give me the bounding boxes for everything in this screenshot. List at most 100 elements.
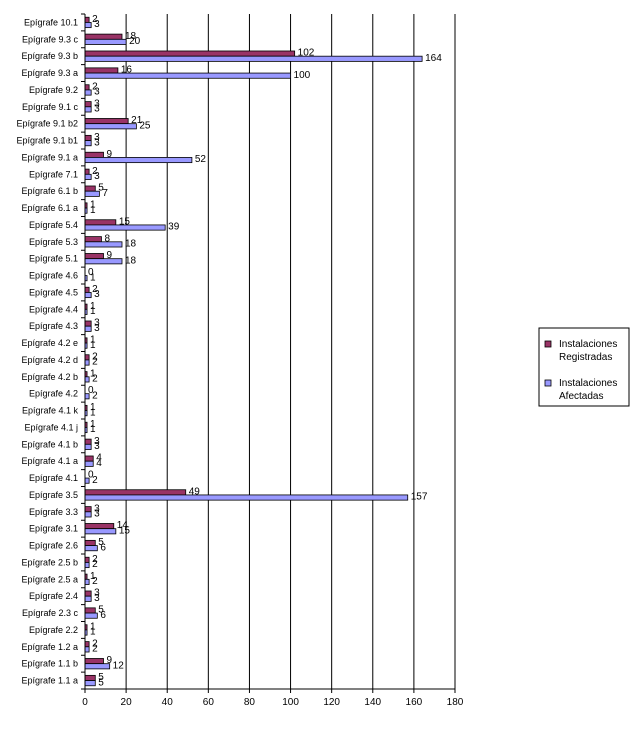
bar: [84, 680, 96, 687]
data-label: 20: [129, 36, 141, 47]
bar: [84, 528, 117, 535]
data-label: 100: [294, 70, 311, 81]
data-label: 3: [94, 441, 100, 452]
category-label: Epígrafe 2.5 a: [21, 574, 78, 584]
category-label: Epígrafe 4.2 e: [21, 338, 78, 348]
category-label: Epígrafe 9.3 a: [21, 68, 78, 78]
data-label: 8: [104, 233, 110, 244]
data-label: 15: [119, 525, 131, 536]
bar: [84, 359, 90, 366]
bar: [84, 50, 296, 57]
bar: [84, 489, 187, 496]
category-label: Epígrafe 4.1 k: [22, 406, 79, 416]
category-label: Epígrafe 9.1 c: [22, 102, 79, 112]
bar: [84, 595, 92, 602]
data-label: 1: [90, 205, 96, 216]
legend-swatch: [544, 379, 552, 387]
data-label: 9: [107, 149, 113, 160]
data-label: 1: [90, 335, 96, 346]
data-label: 21: [131, 115, 143, 126]
data-label: 18: [125, 255, 137, 266]
category-label: Epígrafe 4.1: [29, 473, 78, 483]
data-label: 25: [139, 120, 151, 131]
data-label: 1: [90, 402, 96, 413]
data-label: 2: [92, 475, 98, 486]
legend: Instalaciones Registradas Instalaciones Afe…: [538, 327, 630, 407]
category-label: Epígrafe 5.1: [29, 254, 78, 264]
category-label: Epígrafe 6.1 a: [21, 203, 78, 213]
data-label: 6: [100, 610, 106, 621]
bar: [84, 118, 129, 125]
category-label: Epígrafe 4.6: [29, 271, 78, 281]
bar: [84, 646, 90, 653]
data-label: 1: [90, 407, 96, 418]
bar: [84, 151, 104, 158]
bar: [84, 562, 90, 569]
bar: [84, 325, 92, 332]
bar: [84, 641, 90, 648]
bar: [84, 22, 92, 29]
category-label: Epígrafe 4.4: [29, 304, 78, 314]
legend-label: Registradas: [559, 352, 612, 363]
data-label: 5: [98, 677, 104, 688]
x-tick-label: 80: [244, 697, 256, 708]
data-label: 5: [98, 672, 104, 683]
data-label: 2: [92, 374, 98, 385]
bar: [84, 38, 127, 45]
bar: [84, 658, 104, 665]
bar: [84, 494, 409, 501]
bar: [84, 545, 98, 552]
data-label: 18: [125, 239, 137, 250]
data-label: 49: [189, 486, 201, 497]
data-label: 0: [88, 267, 94, 278]
x-tick-label: 120: [323, 697, 340, 708]
data-label: 3: [94, 503, 100, 514]
data-label: 2: [92, 81, 98, 92]
data-label: 15: [119, 216, 131, 227]
category-label: Epígrafe 4.1 a: [21, 456, 78, 466]
bar: [84, 106, 92, 113]
bar: [84, 460, 94, 467]
bar: [84, 523, 115, 530]
data-label: 3: [94, 87, 100, 98]
category-label: Epígrafe 4.3: [29, 321, 78, 331]
data-label: 102: [298, 48, 315, 59]
data-label: 3: [94, 509, 100, 520]
category-label: Epígrafe 2.5 b: [21, 557, 78, 567]
data-label: 2: [92, 357, 98, 368]
bar: [84, 590, 92, 597]
category-label: Epígrafe 5.3: [29, 237, 78, 247]
data-label: 5: [98, 183, 104, 194]
legend-label: Instalaciones: [559, 378, 617, 389]
category-label: Epígrafe 9.2: [29, 85, 78, 95]
x-tick-label: 100: [282, 697, 299, 708]
data-label: 1: [90, 621, 96, 632]
legend-label: Instalaciones: [559, 339, 617, 350]
data-label: 0: [88, 385, 94, 396]
category-label: Epígrafe 7.1: [29, 169, 78, 179]
data-label: 5: [98, 605, 104, 616]
bar: [84, 376, 90, 383]
data-label: 1: [90, 340, 96, 351]
category-label: Epígrafe 4.5: [29, 287, 78, 297]
data-label: 5: [98, 537, 104, 548]
data-label: 9: [107, 250, 113, 261]
data-label: 12: [113, 660, 125, 671]
data-label: 1: [90, 272, 96, 283]
category-label: Epígrafe 2.6: [29, 541, 78, 551]
bar: [84, 157, 193, 164]
data-label: 9: [107, 655, 113, 666]
bar: [84, 16, 90, 23]
data-label: 0: [88, 470, 94, 481]
data-label: 2: [92, 576, 98, 587]
data-label: 2: [92, 554, 98, 565]
bar: [84, 443, 92, 450]
bar: [84, 84, 90, 91]
category-label: Epígrafe 2.3 c: [22, 608, 79, 618]
data-label: 3: [94, 98, 100, 109]
bar: [84, 55, 423, 62]
category-label: Epígrafe 4.2: [29, 389, 78, 399]
bar: [84, 556, 90, 563]
